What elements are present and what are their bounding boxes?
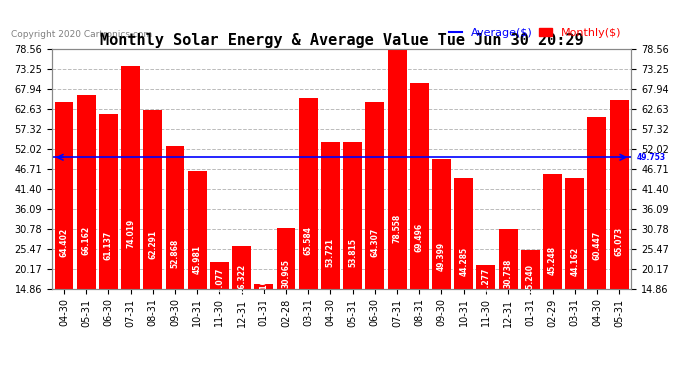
- Bar: [499, 229, 518, 289]
- Text: 62.291: 62.291: [148, 230, 157, 259]
- Bar: [388, 49, 406, 289]
- Bar: [432, 159, 451, 289]
- Text: 64.307: 64.307: [371, 228, 380, 257]
- Text: 61.137: 61.137: [104, 231, 113, 260]
- Bar: [543, 174, 562, 289]
- Bar: [321, 142, 340, 289]
- Bar: [587, 117, 607, 289]
- Text: 44.285: 44.285: [459, 246, 469, 276]
- Bar: [77, 96, 96, 289]
- Text: 53.721: 53.721: [326, 238, 335, 267]
- Bar: [521, 250, 540, 289]
- Text: 69.496: 69.496: [415, 223, 424, 252]
- Text: 16.107: 16.107: [259, 273, 268, 302]
- Text: 22.077: 22.077: [215, 267, 224, 297]
- Text: 52.868: 52.868: [170, 238, 179, 268]
- Bar: [299, 98, 317, 289]
- Bar: [55, 102, 73, 289]
- Bar: [255, 284, 273, 289]
- Text: 44.162: 44.162: [570, 247, 579, 276]
- Bar: [343, 142, 362, 289]
- Bar: [366, 102, 384, 289]
- Bar: [565, 178, 584, 289]
- Text: 65.073: 65.073: [615, 227, 624, 256]
- Text: 65.584: 65.584: [304, 226, 313, 255]
- Title: Monthly Solar Energy & Average Value Tue Jun 30 20:29: Monthly Solar Energy & Average Value Tue…: [100, 33, 583, 48]
- Text: 64.402: 64.402: [59, 228, 68, 256]
- Bar: [188, 171, 206, 289]
- Text: Copyright 2020 Cartronics.com: Copyright 2020 Cartronics.com: [11, 30, 152, 39]
- Bar: [477, 265, 495, 289]
- Bar: [610, 100, 629, 289]
- Bar: [166, 146, 184, 289]
- Bar: [454, 178, 473, 289]
- Bar: [121, 66, 140, 289]
- Legend: Average($), Monthly($): Average($), Monthly($): [444, 23, 626, 42]
- Text: 21.277: 21.277: [482, 268, 491, 297]
- Bar: [210, 261, 229, 289]
- Text: 30.965: 30.965: [282, 259, 290, 288]
- Text: 49.399: 49.399: [437, 242, 446, 271]
- Bar: [410, 83, 428, 289]
- Text: 26.322: 26.322: [237, 263, 246, 292]
- Text: 53.815: 53.815: [348, 237, 357, 267]
- Text: 30.738: 30.738: [504, 259, 513, 288]
- Bar: [144, 110, 162, 289]
- Text: 78.558: 78.558: [393, 214, 402, 243]
- Text: 60.447: 60.447: [593, 231, 602, 260]
- Text: 45.248: 45.248: [548, 246, 557, 275]
- Text: 25.240: 25.240: [526, 264, 535, 294]
- Bar: [232, 246, 251, 289]
- Bar: [99, 114, 118, 289]
- Text: 49.753: 49.753: [637, 153, 667, 162]
- Bar: [277, 228, 295, 289]
- Text: 66.162: 66.162: [81, 226, 90, 255]
- Text: 45.981: 45.981: [193, 245, 201, 274]
- Text: 74.019: 74.019: [126, 218, 135, 248]
